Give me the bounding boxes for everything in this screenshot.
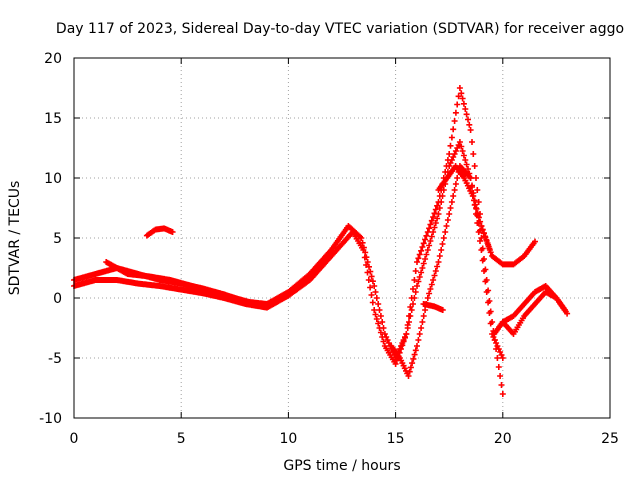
y-tick-label: 5 — [53, 231, 62, 247]
x-tick-label: 5 — [177, 431, 186, 447]
ticks — [73, 57, 611, 419]
series-track-g — [103, 259, 260, 307]
y-tick-label: 20 — [44, 51, 62, 67]
x-axis-label: GPS time / hours — [283, 458, 400, 474]
x-tick-label: 0 — [70, 431, 79, 447]
series-markers — [420, 301, 446, 313]
series-track-h — [420, 301, 446, 313]
series-markers — [435, 163, 493, 253]
x-tick-label: 25 — [601, 431, 619, 447]
series-track-e — [499, 289, 571, 337]
y-tick-label: 15 — [44, 111, 62, 127]
chart-title: Day 117 of 2023, Sidereal Day-to-day VTE… — [56, 21, 624, 37]
series-markers — [103, 259, 260, 307]
x-tick-label: 20 — [494, 431, 512, 447]
data-points — [71, 85, 571, 397]
x-tick-label: 15 — [387, 431, 405, 447]
series-markers — [499, 289, 571, 337]
y-tick-label: -5 — [48, 351, 62, 367]
series-track-f — [143, 225, 176, 239]
tick-labels: 0 5 10 15 20 25 -10 -5 0 5 10 15 20 — [39, 51, 619, 447]
y-tick-label: 10 — [44, 171, 62, 187]
y-tick-label: 0 — [53, 291, 62, 307]
y-tick-label: -10 — [39, 411, 62, 427]
x-tick-label: 10 — [279, 431, 297, 447]
series-track-i — [435, 163, 493, 253]
y-axis-label: SDTVAR / TECUs — [7, 181, 23, 296]
series-markers — [143, 225, 176, 239]
